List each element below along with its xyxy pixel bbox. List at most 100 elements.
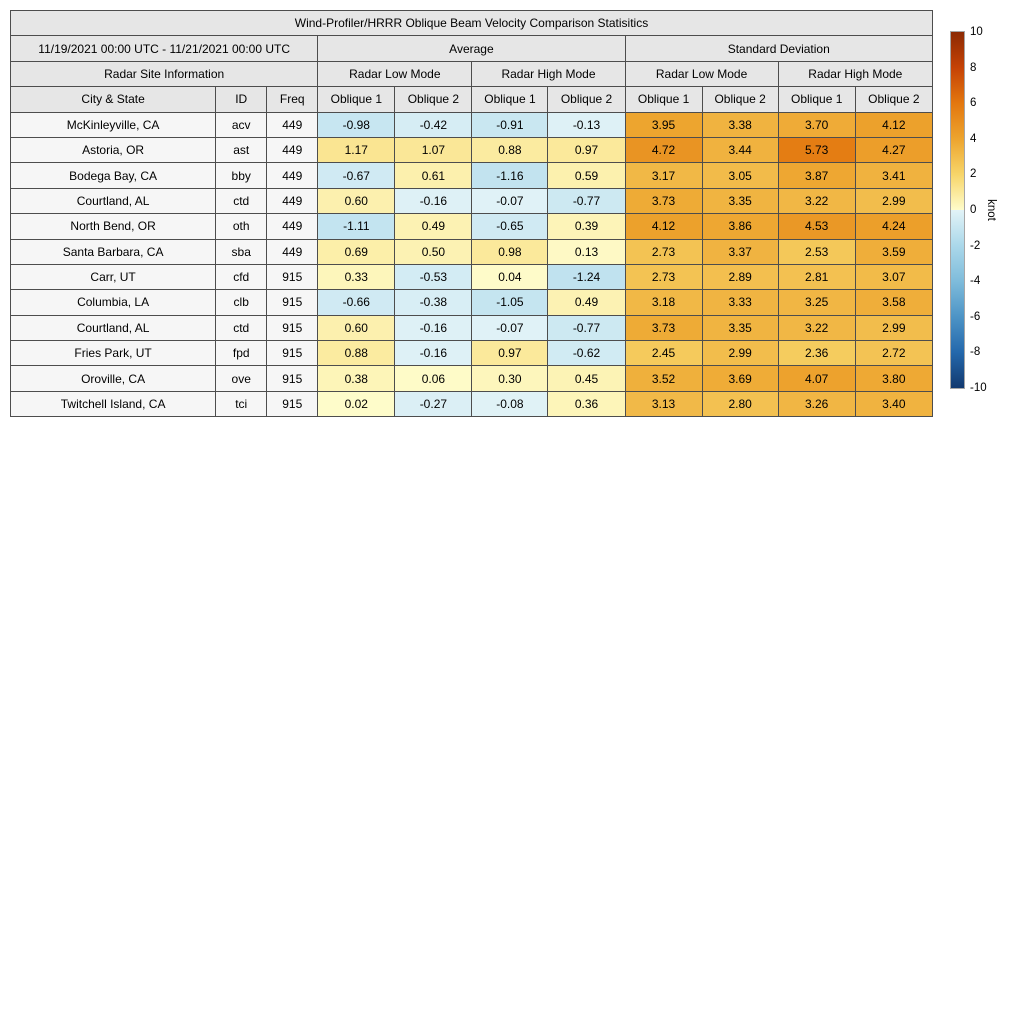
col-oblique1-header: Oblique 1 bbox=[471, 86, 549, 113]
avg-high-oblique1-cell: -1.16 bbox=[471, 162, 549, 189]
sd-high-oblique1-cell: 2.53 bbox=[777, 238, 856, 265]
city-cell: North Bend, OR bbox=[9, 213, 217, 240]
id-cell: ove bbox=[215, 365, 268, 392]
sd-low-oblique2-cell: 3.35 bbox=[701, 314, 779, 342]
avg-low-oblique2-cell: -0.16 bbox=[394, 314, 473, 342]
table-row: Oroville, CA ove 915 0.38 0.06 0.30 0.45 3.52 3.… bbox=[9, 365, 934, 392]
id-cell: fpd bbox=[215, 340, 268, 367]
sd-high-oblique2-cell: 3.58 bbox=[854, 289, 934, 316]
avg-low-oblique1-cell: 0.38 bbox=[317, 365, 396, 392]
sd-low-oblique1-cell: 2.45 bbox=[624, 340, 703, 367]
column-header-row: City & State ID Freq Oblique 1 Oblique 2… bbox=[9, 86, 934, 113]
mode-header-row: Radar Site Information Radar Low Mode Ra… bbox=[9, 60, 934, 88]
table-row: Santa Barbara, CA sba 449 0.69 0.50 0.98 0.13 2… bbox=[9, 238, 934, 265]
col-city-header: City & State bbox=[9, 86, 217, 113]
avg-high-oblique2-cell: -0.77 bbox=[547, 314, 626, 342]
avg-high-oblique1-cell: 0.04 bbox=[471, 263, 549, 291]
id-cell: acv bbox=[215, 111, 268, 138]
city-cell: Courtland, AL bbox=[9, 314, 217, 342]
id-cell: cfd bbox=[215, 263, 268, 291]
col-oblique2-header: Oblique 2 bbox=[394, 86, 473, 113]
sd-low-oblique2-cell: 3.37 bbox=[701, 238, 779, 265]
avg-high-oblique1-cell: -0.07 bbox=[471, 187, 549, 215]
table-row: Columbia, LA clb 915 -0.66 -0.38 -1.05 0.49 3.1… bbox=[9, 289, 934, 316]
title-row: Wind-Profiler/HRRR Oblique Beam Velocity… bbox=[10, 9, 933, 37]
sd-low-oblique2-cell: 3.35 bbox=[701, 187, 779, 215]
sd-low-mode-header: Radar Low Mode bbox=[624, 60, 779, 88]
city-cell: Oroville, CA bbox=[9, 365, 217, 392]
table-row: Twitchell Island, CA tci 915 0.02 -0.27 -0.08… bbox=[9, 390, 934, 418]
avg-low-oblique1-cell: -0.98 bbox=[317, 111, 396, 138]
sd-high-oblique2-cell: 4.24 bbox=[854, 213, 934, 240]
avg-high-oblique2-cell: -1.24 bbox=[547, 263, 626, 291]
section-average: Average bbox=[317, 35, 626, 62]
col-freq-header: Freq bbox=[266, 86, 319, 113]
col-oblique2-header: Oblique 2 bbox=[854, 86, 934, 113]
section-header-row: 11/19/2021 00:00 UTC - 11/21/2021 00:00 … bbox=[9, 35, 934, 62]
sd-high-oblique2-cell: 2.99 bbox=[854, 314, 934, 342]
sd-low-oblique1-cell: 4.72 bbox=[624, 136, 703, 164]
freq-cell: 915 bbox=[266, 365, 319, 392]
sd-low-oblique1-cell: 3.73 bbox=[624, 187, 703, 215]
avg-high-oblique2-cell: -0.77 bbox=[547, 187, 626, 215]
avg-low-oblique1-cell: 0.69 bbox=[317, 238, 396, 265]
avg-high-oblique1-cell: -0.65 bbox=[471, 213, 549, 240]
city-cell: Bodega Bay, CA bbox=[9, 162, 217, 189]
sd-low-oblique2-cell: 3.33 bbox=[701, 289, 779, 316]
avg-high-oblique2-cell: 0.36 bbox=[547, 390, 626, 418]
table-row: Courtland, AL ctd 915 0.60 -0.16 -0.07 -0.77 3.… bbox=[9, 314, 934, 342]
sd-high-oblique1-cell: 2.36 bbox=[777, 340, 856, 367]
avg-high-oblique2-cell: -0.62 bbox=[547, 340, 626, 367]
avg-low-oblique2-cell: -0.38 bbox=[394, 289, 473, 316]
sd-high-oblique1-cell: 2.81 bbox=[777, 263, 856, 291]
sd-low-oblique2-cell: 3.69 bbox=[701, 365, 779, 392]
colorbar-tick-4: 4 bbox=[970, 132, 977, 145]
sd-low-oblique2-cell: 2.80 bbox=[701, 390, 779, 418]
sd-low-oblique2-cell: 3.86 bbox=[701, 213, 779, 240]
colorbar-tick-0: 0 bbox=[970, 204, 977, 216]
avg-low-oblique1-cell: 0.02 bbox=[317, 390, 396, 418]
section-site-info: Radar Site Information bbox=[9, 60, 319, 88]
city-cell: Fries Park, UT bbox=[9, 340, 217, 367]
avg-low-oblique2-cell: -0.16 bbox=[394, 187, 473, 215]
avg-high-oblique2-cell: 0.97 bbox=[547, 136, 626, 164]
sd-high-oblique1-cell: 3.70 bbox=[777, 111, 856, 138]
table-row: Courtland, AL ctd 449 0.60 -0.16 -0.07 -0.77 3.… bbox=[9, 187, 934, 215]
table-row: Carr, UT cfd 915 0.33 -0.53 0.04 -1.24 2.73 2.89… bbox=[9, 263, 934, 291]
sd-high-oblique1-cell: 5.73 bbox=[777, 136, 856, 164]
sd-low-oblique2-cell: 3.38 bbox=[701, 111, 779, 138]
sd-high-mode-header: Radar High Mode bbox=[777, 60, 934, 88]
colorbar-tick--10: -10 bbox=[970, 382, 987, 394]
colorbar-unit-label: knot bbox=[985, 199, 997, 221]
avg-low-oblique1-cell: -0.67 bbox=[317, 162, 396, 189]
freq-cell: 449 bbox=[266, 187, 319, 215]
id-cell: tci bbox=[215, 390, 268, 418]
freq-cell: 449 bbox=[266, 162, 319, 189]
avg-low-oblique2-cell: 0.50 bbox=[394, 238, 473, 265]
avg-high-oblique1-cell: -1.05 bbox=[471, 289, 549, 316]
colorbar-tick-2: 2 bbox=[970, 168, 977, 181]
col-oblique1-header: Oblique 1 bbox=[624, 86, 703, 113]
sd-low-oblique2-cell: 3.05 bbox=[701, 162, 779, 189]
avg-high-oblique1-cell: -0.07 bbox=[471, 314, 549, 342]
colorbar-tick-10: 10 bbox=[970, 26, 983, 38]
sd-low-oblique1-cell: 2.73 bbox=[624, 238, 703, 265]
sd-high-oblique2-cell: 2.72 bbox=[854, 340, 934, 367]
sd-high-oblique1-cell: 3.26 bbox=[777, 390, 856, 418]
avg-low-oblique1-cell: 0.60 bbox=[317, 187, 396, 215]
sd-high-oblique2-cell: 4.12 bbox=[854, 111, 934, 138]
avg-high-oblique2-cell: 0.59 bbox=[547, 162, 626, 189]
avg-high-oblique2-cell: 0.49 bbox=[547, 289, 626, 316]
table-row: McKinleyville, CA acv 449 -0.98 -0.42 -0.91 -0… bbox=[9, 111, 934, 138]
sd-high-oblique1-cell: 3.87 bbox=[777, 162, 856, 189]
sd-low-oblique1-cell: 3.17 bbox=[624, 162, 703, 189]
avg-low-oblique2-cell: 1.07 bbox=[394, 136, 473, 164]
avg-low-oblique2-cell: -0.42 bbox=[394, 111, 473, 138]
freq-cell: 915 bbox=[266, 340, 319, 367]
id-cell: bby bbox=[215, 162, 268, 189]
sd-low-oblique1-cell: 3.18 bbox=[624, 289, 703, 316]
avg-low-oblique1-cell: 0.33 bbox=[317, 263, 396, 291]
avg-high-oblique2-cell: 0.45 bbox=[547, 365, 626, 392]
avg-high-oblique1-cell: 0.88 bbox=[471, 136, 549, 164]
